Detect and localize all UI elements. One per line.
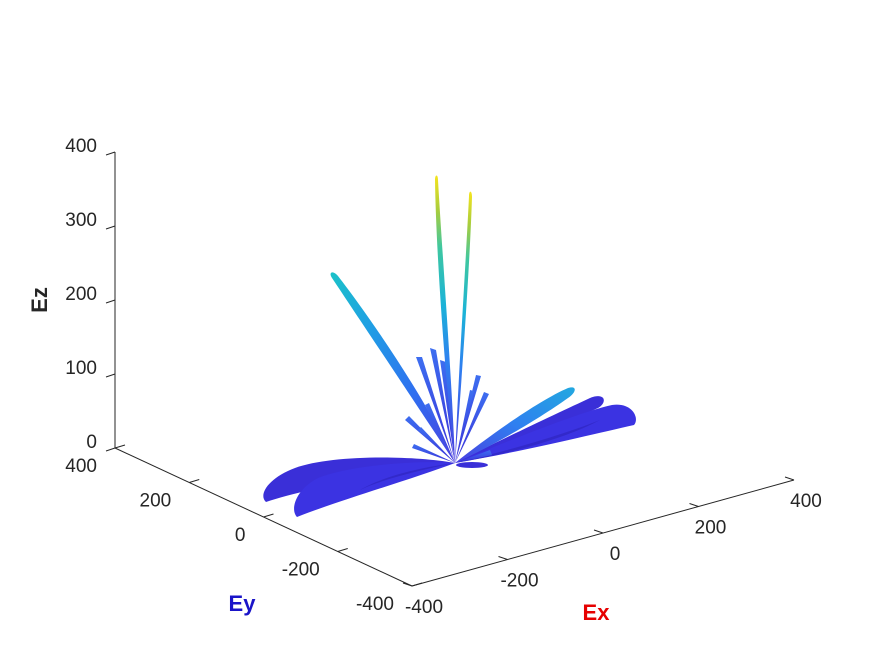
x-tick-label: 400 (790, 491, 822, 512)
bottom-small-lobe (456, 462, 488, 468)
z-tick-label: 200 (65, 284, 97, 305)
tick-labels: -400 -200 0 200 400 -400 -200 0 200 400 0 100 200 300… (65, 136, 822, 618)
z-tick-mark (105, 151, 116, 156)
z-tick-mark (105, 225, 116, 230)
y-tick-mark (337, 548, 348, 552)
x-tick-mark (593, 529, 604, 534)
z-tick-label: 300 (65, 210, 97, 231)
y-tick-label: 200 (140, 491, 172, 512)
x-tick-mark (784, 476, 795, 481)
x-tick-mark (689, 503, 699, 507)
x-tick-mark (498, 556, 508, 560)
tilted-lobe-left (330, 272, 455, 463)
x-tick-label: -200 (500, 571, 538, 592)
x-tick-mark (402, 582, 413, 587)
z-tick-label: 0 (86, 432, 97, 453)
y-tick-mark (263, 513, 274, 518)
axes-frame (105, 151, 795, 587)
right-horizontal-lobe-2 (455, 404, 636, 463)
y-axis-label: Ey (229, 591, 257, 616)
vertical-main-lobe-2 (455, 191, 472, 463)
radiation-pattern-surface (263, 175, 636, 517)
x-tick-label: 0 (610, 544, 621, 565)
z-tick-label: 100 (65, 358, 97, 379)
y-tick-label: -400 (356, 594, 394, 615)
vertical-main-lobe-1 (435, 175, 455, 463)
y-tick-label: 0 (235, 525, 246, 546)
y-tick-label: 400 (65, 456, 97, 477)
y-tick-mark (411, 582, 423, 587)
y-tick-label: -200 (282, 560, 320, 581)
z-tick-label: 400 (65, 136, 97, 157)
z-tick-mark (105, 373, 116, 378)
tilted-lobe-right (455, 387, 575, 463)
x-axis-label: Ex (583, 600, 611, 625)
y-tick-mark (189, 479, 200, 483)
x-tick-label: -400 (405, 597, 443, 618)
z-axis-label: Ez (27, 287, 52, 313)
left-horizontal-lobe-2 (294, 462, 455, 517)
y-tick-mark (114, 444, 126, 449)
right-horizontal-lobe (455, 396, 604, 463)
x-tick-label: 200 (695, 518, 727, 539)
z-tick-mark (105, 447, 116, 452)
z-tick-mark (105, 299, 116, 304)
